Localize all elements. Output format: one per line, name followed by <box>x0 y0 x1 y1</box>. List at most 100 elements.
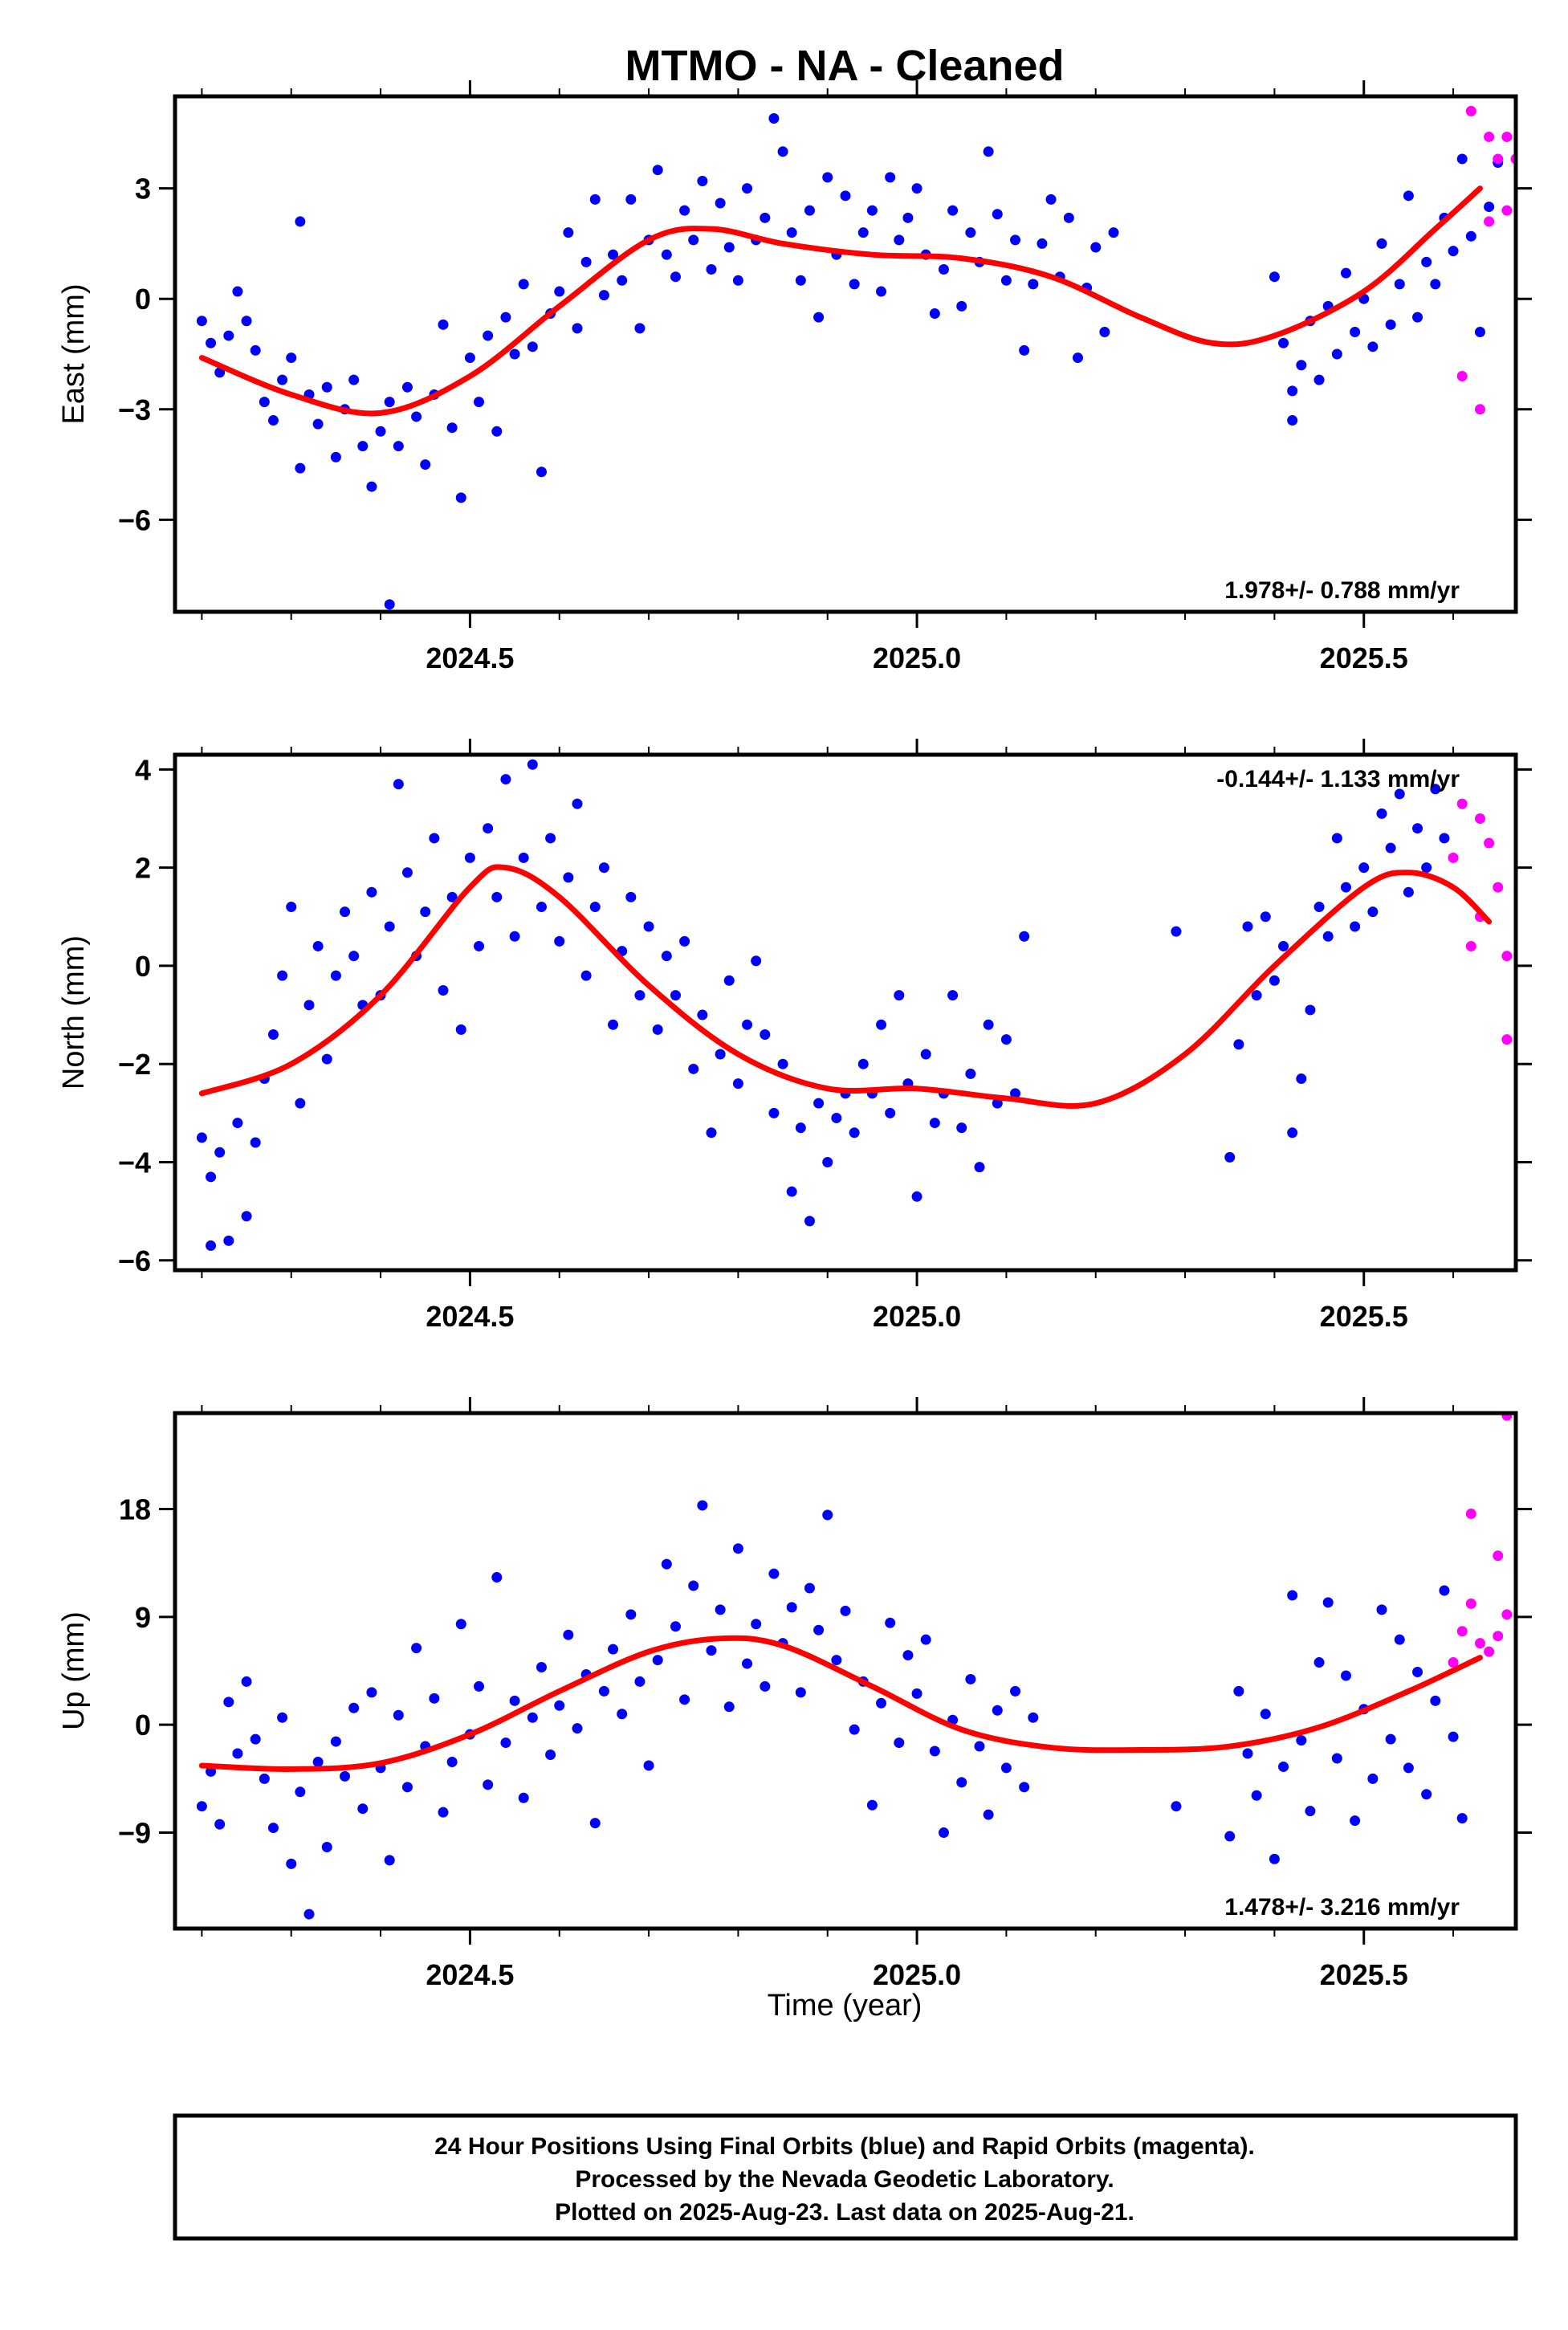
final-orbit-point <box>625 1609 637 1620</box>
final-orbit-point <box>715 1049 726 1060</box>
y-tick-label: −9 <box>118 1817 151 1850</box>
final-orbit-point <box>804 205 815 216</box>
final-orbit-point <box>241 1211 252 1222</box>
final-orbit-point <box>366 1687 377 1698</box>
final-orbit-point <box>1448 1731 1459 1742</box>
final-orbit-point <box>661 951 672 962</box>
final-orbit-point <box>375 426 386 437</box>
final-orbit-point <box>813 1098 825 1109</box>
final-orbit-point <box>751 1619 762 1630</box>
final-orbit-point <box>1260 1709 1271 1720</box>
final-orbit-point <box>795 1687 806 1698</box>
final-orbit-point <box>295 216 306 227</box>
final-orbit-point <box>1010 1685 1021 1697</box>
final-orbit-point <box>312 940 324 951</box>
final-orbit-point <box>965 227 976 238</box>
final-orbit-point <box>1233 1039 1244 1050</box>
final-orbit-point <box>992 1098 1003 1109</box>
final-orbit-point <box>992 1705 1003 1716</box>
final-orbit-point <box>760 1029 771 1041</box>
rapid-orbit-point <box>1474 404 1485 415</box>
rapid-orbit-point <box>1501 205 1513 216</box>
final-orbit-point <box>303 1000 315 1011</box>
final-orbit-point <box>357 1803 369 1815</box>
final-orbit-point <box>1421 862 1432 874</box>
final-orbit-point <box>1350 1815 1361 1827</box>
rapid-orbit-point <box>1493 153 1504 165</box>
final-orbit-point <box>1412 312 1423 323</box>
final-orbit-point <box>652 1024 663 1035</box>
y-tick-label: 2 <box>135 852 151 885</box>
final-orbit-point <box>697 175 708 186</box>
final-orbit-point <box>491 891 503 902</box>
final-orbit-point <box>393 779 404 790</box>
final-orbit-point <box>795 275 806 286</box>
final-orbit-point <box>876 1697 887 1709</box>
final-orbit-point <box>483 823 494 834</box>
final-orbit-point <box>617 275 628 286</box>
final-orbit-point <box>929 308 940 320</box>
final-orbit-point <box>1358 862 1370 874</box>
final-orbit-point <box>938 1827 949 1839</box>
panel-marks <box>196 759 1513 1251</box>
final-orbit-point <box>688 234 699 246</box>
final-orbit-point <box>885 1107 896 1118</box>
final-orbit-point <box>1313 374 1325 385</box>
final-orbit-point <box>572 323 583 334</box>
final-orbit-point <box>1340 882 1351 893</box>
final-orbit-point <box>589 1818 601 1829</box>
final-orbit-point <box>1376 1604 1387 1615</box>
final-orbit-point <box>866 1799 878 1811</box>
rapid-orbit-point <box>1448 1657 1459 1668</box>
final-orbit-point <box>401 381 413 393</box>
final-orbit-point <box>1331 833 1342 844</box>
x-tick-label: 2025.0 <box>873 1958 961 1991</box>
y-tick-label: 0 <box>135 283 151 316</box>
final-orbit-point <box>330 1736 341 1747</box>
final-orbit-point <box>840 190 851 202</box>
final-orbit-point <box>723 242 735 253</box>
y-tick-label: 18 <box>119 1493 151 1525</box>
final-orbit-point <box>1251 990 1262 1001</box>
rapid-orbit-point <box>1465 1508 1476 1519</box>
final-orbit-point <box>1072 352 1083 364</box>
final-orbit-point <box>786 1186 797 1197</box>
final-orbit-point <box>688 1063 699 1074</box>
y-axis-label: East (mm) <box>57 283 91 424</box>
x-tick-label: 2025.5 <box>1320 1958 1408 1991</box>
final-orbit-point <box>286 352 297 364</box>
final-orbit-point <box>1108 227 1119 238</box>
rapid-orbit-point <box>1493 1550 1504 1562</box>
final-orbit-point <box>1385 1733 1396 1745</box>
footer-line-2: Processed by the Nevada Geodetic Laborat… <box>575 2166 1114 2193</box>
final-orbit-point <box>1322 931 1334 942</box>
x-tick-label: 2024.5 <box>426 1958 514 1991</box>
final-orbit-point <box>1287 1590 1298 1601</box>
final-orbit-point <box>518 1792 529 1803</box>
plot-frame <box>173 94 1518 614</box>
final-orbit-point <box>1394 1634 1405 1645</box>
rapid-orbit-point <box>1493 1631 1504 1642</box>
final-orbit-point <box>894 1737 905 1749</box>
final-orbit-point <box>732 1078 743 1090</box>
final-orbit-point <box>563 1629 574 1640</box>
final-orbit-point <box>965 1068 976 1079</box>
final-orbit-point <box>536 466 547 478</box>
final-orbit-point <box>715 1604 726 1615</box>
final-orbit-point <box>267 415 279 426</box>
final-orbit-point <box>1063 212 1074 223</box>
final-orbit-point <box>911 1191 922 1202</box>
final-orbit-point <box>768 113 780 124</box>
final-orbit-point <box>250 1733 261 1745</box>
final-orbit-point <box>223 1697 234 1708</box>
final-orbit-point <box>670 1621 681 1632</box>
final-orbit-point <box>527 341 538 352</box>
final-orbit-point <box>1331 348 1342 360</box>
final-orbit-point <box>1305 1806 1316 1817</box>
final-orbit-point <box>1171 926 1182 937</box>
final-orbit-point <box>894 990 905 1001</box>
final-orbit-point <box>196 1801 207 1812</box>
final-orbit-point <box>661 249 672 260</box>
final-orbit-point <box>804 1583 815 1594</box>
final-orbit-point <box>849 1724 860 1735</box>
